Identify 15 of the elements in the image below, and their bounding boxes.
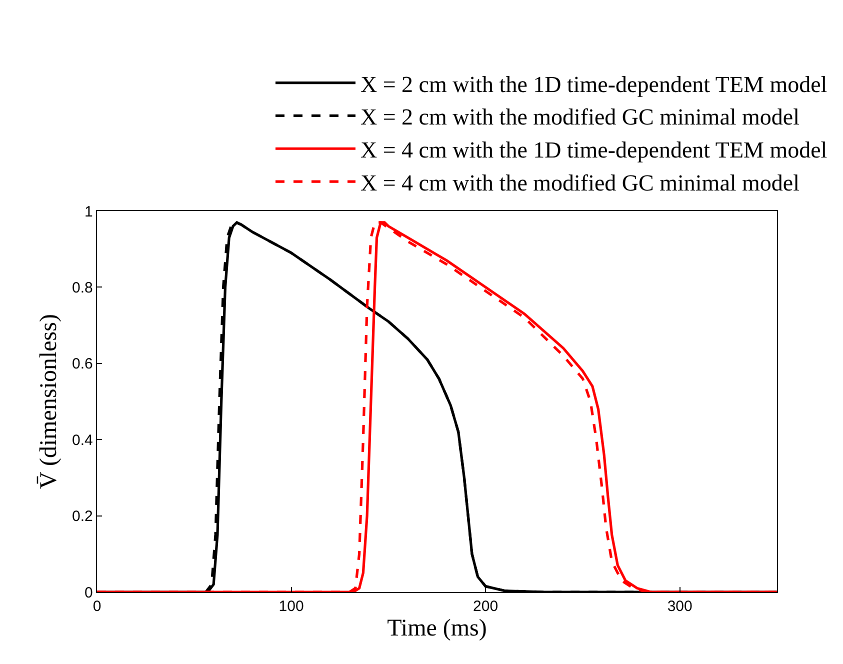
legend-label: X = 2 cm with the 1D time-dependent TEM model xyxy=(360,72,828,97)
x-tick-label: 300 xyxy=(667,598,692,616)
x-tick-label: 200 xyxy=(473,598,498,616)
y-tick-label: 0.2 xyxy=(72,508,93,526)
y-tick-label: 0.8 xyxy=(72,279,93,296)
x-axis-title: Time (ms) xyxy=(387,615,487,642)
legend-label: X = 4 cm with the modified GC minimal model xyxy=(360,170,800,196)
legend-label: X = 2 cm with the modified GC minimal model xyxy=(360,104,800,130)
y-tick-label: 0.4 xyxy=(72,432,93,449)
y-tick-label: 1 xyxy=(84,203,93,220)
legend-label: X = 4 cm with the 1D time-dependent TEM model xyxy=(360,138,828,163)
x-tick-label: 100 xyxy=(278,598,304,616)
y-tick-label: 0.6 xyxy=(72,356,93,373)
y-tick-label: 0 xyxy=(84,584,93,602)
y-axis-title: V̄ (dimensionless) xyxy=(36,314,62,489)
